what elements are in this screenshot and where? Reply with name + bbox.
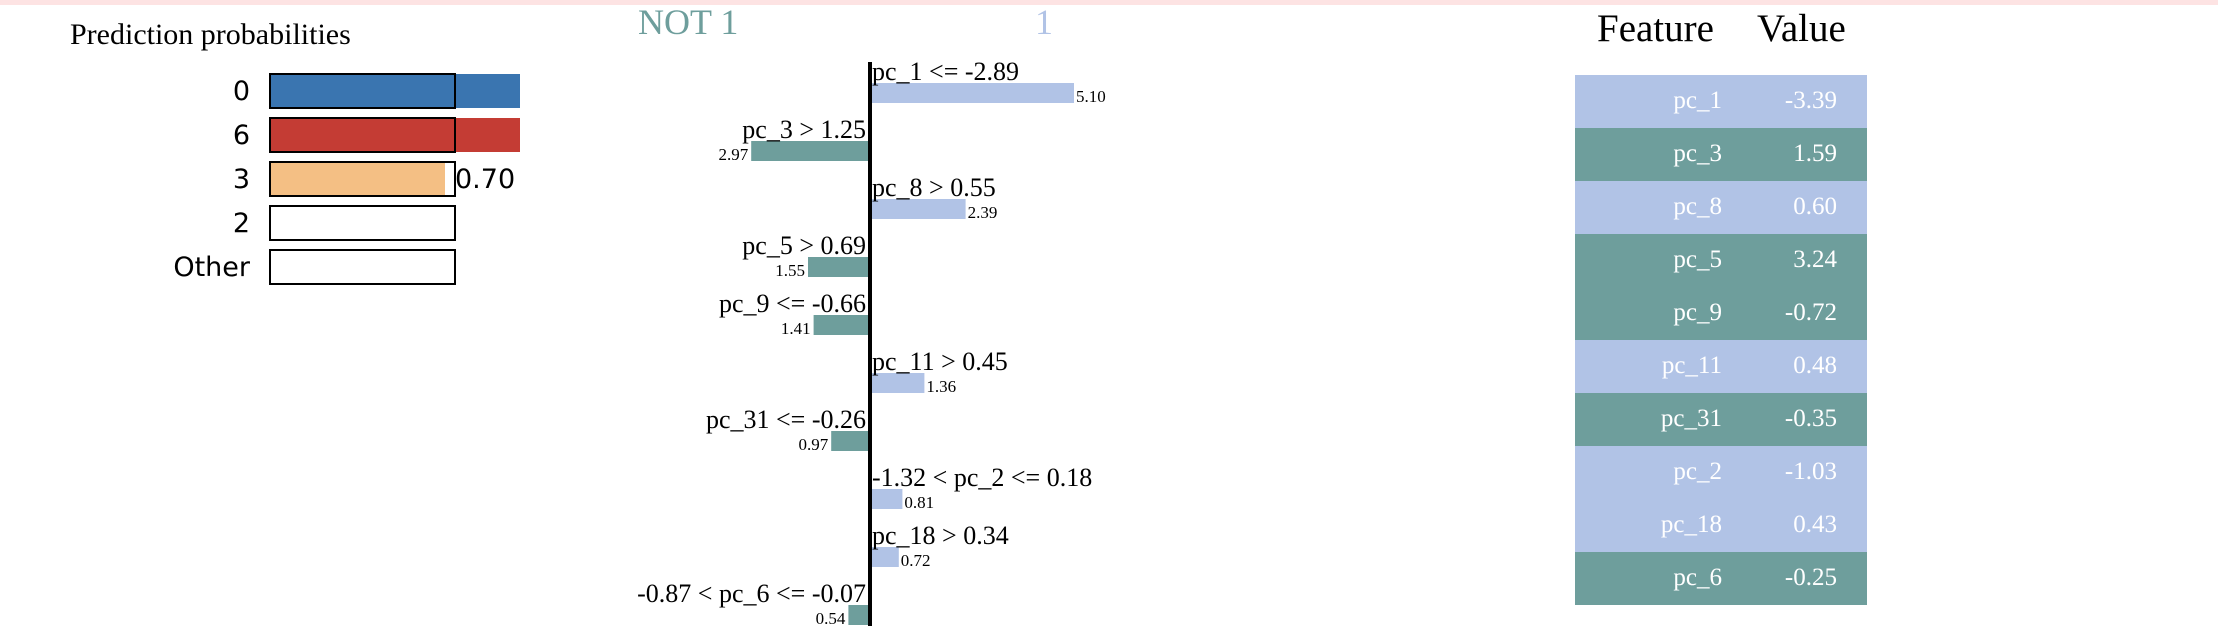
- feature-value-cell: -1.03: [1784, 458, 1837, 485]
- feature-name-cell: pc_5: [1673, 246, 1722, 273]
- prediction-bars: 0 6 3 0.70 2 Other: [173, 73, 520, 285]
- prediction-bar: [270, 162, 445, 196]
- contribution-bar: [751, 141, 870, 161]
- contribution-bar: [870, 547, 899, 567]
- prediction-probabilities-title: Prediction probabilities: [70, 18, 351, 51]
- contribution-feature-label: pc_5 > 0.69: [742, 231, 866, 260]
- contribution-bar: [808, 257, 870, 277]
- contribution-feature-label: -1.32 < pc_2 <= 0.18: [872, 463, 1092, 492]
- feature-contribution-chart: NOT 1 1 pc_1 <= -2.89 5.10 pc_3 > 1.252.97…: [637, 2, 1106, 628]
- contribution-value-label: 2.39: [968, 203, 998, 222]
- feature-name-cell: pc_11: [1661, 352, 1722, 379]
- feature-name-cell: pc_6: [1673, 564, 1722, 591]
- feature-name-cell: pc_31: [1660, 405, 1722, 432]
- feature-name-cell: pc_9: [1673, 299, 1722, 326]
- feature-name-cell: pc_2: [1673, 458, 1722, 485]
- contribution-feature-label: -0.87 < pc_6 <= -0.07: [637, 579, 866, 608]
- contribution-feature-label: pc_8 > 0.55: [872, 173, 996, 202]
- table-row: pc_31 -0.35: [1575, 393, 1867, 446]
- feature-header: Feature: [1597, 7, 1714, 50]
- prediction-bar-outline: [269, 249, 456, 285]
- table-row: pc_5 3.24: [1575, 234, 1867, 287]
- contribution-value-label: 0.72: [901, 551, 931, 570]
- contribution-bar: [870, 373, 925, 393]
- contribution-feature-label: pc_3 > 1.25: [742, 115, 866, 144]
- prediction-bar-outline: [269, 161, 456, 197]
- contribution-bar: [848, 605, 870, 625]
- prediction-bar: [270, 118, 520, 152]
- contribution-value-label: 1.41: [781, 319, 811, 338]
- contribution-bar: [870, 199, 966, 219]
- contribution-feature-label: pc_31 <= -0.26: [706, 405, 866, 434]
- table-row: pc_18 0.43: [1575, 499, 1867, 552]
- contribution-value-label: 1.36: [926, 377, 956, 396]
- feature-value-cell: -0.25: [1784, 564, 1837, 591]
- prediction-bar: [270, 74, 520, 108]
- prediction-class-label: 6: [233, 120, 250, 151]
- prediction-class-label: 2: [233, 208, 250, 239]
- prediction-bar-outline: [269, 117, 456, 153]
- feature-value-cell: -0.72: [1784, 299, 1837, 326]
- contribution-value-label: 0.81: [904, 493, 934, 512]
- prediction-class-label: 3: [233, 164, 250, 195]
- contribution-value-label: 0.54: [816, 609, 846, 628]
- feature-name-cell: pc_1: [1673, 87, 1722, 114]
- contribution-feature-label: pc_11 > 0.45: [872, 347, 1008, 376]
- table-header: Feature Value: [1575, 0, 1867, 75]
- feature-value-cell: -3.39: [1784, 87, 1837, 114]
- top-accent-line: [0, 0, 2218, 5]
- feature-value-cell: 3.24: [1793, 246, 1837, 273]
- contribution-bars: pc_1 <= -2.89 5.10 pc_3 > 1.252.97 pc_8 > 0…: [637, 57, 1106, 628]
- feature-value-cell: 0.43: [1793, 511, 1837, 538]
- pos-class-label: 1: [1035, 2, 1053, 42]
- table-body: pc_1 -3.39 pc_3 1.59 pc_8 0.60 pc_5 3.24 pc_9 -0.…: [1575, 75, 1867, 605]
- feature-value-cell: 0.48: [1793, 352, 1837, 379]
- contribution-value-label: 5.10: [1076, 87, 1106, 106]
- prediction-class-label: 0: [233, 76, 250, 107]
- feature-name-cell: pc_18: [1660, 511, 1722, 538]
- table-row: pc_2 -1.03: [1575, 446, 1867, 499]
- table-row: pc_3 1.59: [1575, 128, 1867, 181]
- contribution-value-label: 2.97: [718, 145, 748, 164]
- table-row: pc_9 -0.72: [1575, 287, 1867, 340]
- contribution-bar: [813, 315, 870, 335]
- table-row: pc_11 0.48: [1575, 340, 1867, 393]
- feature-value-cell: 1.59: [1793, 140, 1837, 167]
- feature-value-cell: -0.35: [1784, 405, 1837, 432]
- contribution-bar: [870, 489, 903, 509]
- table-row: pc_8 0.60: [1575, 181, 1867, 234]
- feature-value-cell: 0.60: [1793, 193, 1837, 220]
- contribution-value-label: 1.55: [775, 261, 805, 280]
- prediction-bar-outline: [269, 205, 456, 241]
- neg-class-label: NOT 1: [638, 2, 738, 42]
- feature-value-table: Feature Value pc_1 -3.39 pc_3 1.59 pc_8 0.60 p…: [1575, 0, 1867, 605]
- table-row: pc_1 -3.39: [1575, 75, 1867, 128]
- contribution-value-label: 0.97: [798, 435, 828, 454]
- feature-name-cell: pc_3: [1673, 140, 1722, 167]
- table-row: pc_6 -0.25: [1575, 552, 1867, 605]
- prediction-class-label: Other: [173, 252, 251, 283]
- prediction-bar-outline: [269, 73, 456, 109]
- contribution-feature-label: pc_9 <= -0.66: [719, 289, 866, 318]
- prediction-value-label: 0.70: [455, 164, 515, 195]
- contribution-bar: [870, 83, 1074, 103]
- feature-name-cell: pc_8: [1673, 193, 1722, 220]
- value-header: Value: [1757, 7, 1846, 50]
- contribution-feature-label: pc_18 > 0.34: [872, 521, 1009, 550]
- prediction-probabilities-panel: Prediction probabilities 0 6 3 0.70 2 Other: [70, 18, 520, 285]
- contribution-bar: [831, 431, 870, 451]
- contribution-feature-label: pc_1 <= -2.89: [872, 57, 1019, 86]
